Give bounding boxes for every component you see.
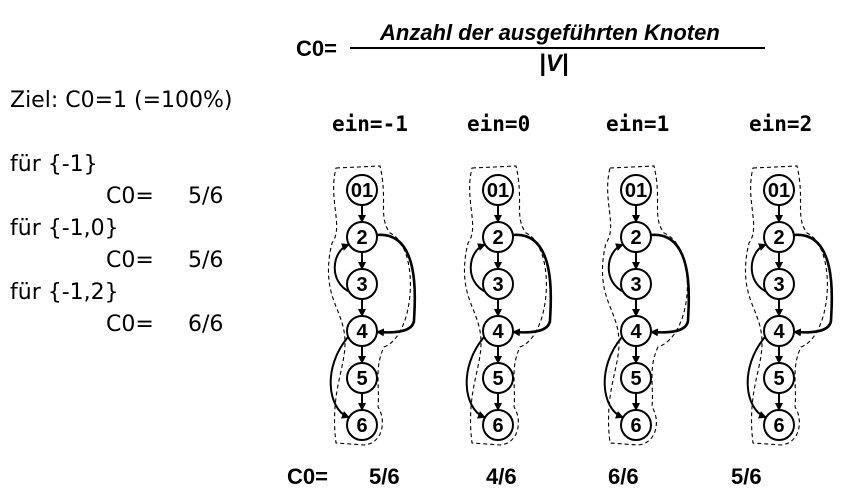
node-label: 4 bbox=[773, 321, 785, 343]
edge-2-4 bbox=[650, 233, 691, 337]
edge-3-2 bbox=[607, 243, 625, 293]
graph-2: 01 2 3 4 5 6 bbox=[463, 165, 553, 446]
edge-2-4 bbox=[512, 233, 553, 337]
node-label: 3 bbox=[492, 274, 503, 296]
node-2: 2 bbox=[620, 221, 652, 253]
node-label: 6 bbox=[356, 415, 367, 437]
coverage-outline bbox=[601, 165, 688, 446]
formula-denominator: |V| bbox=[539, 50, 569, 77]
node-3: 3 bbox=[482, 268, 514, 300]
bottom-c0-label: C0= bbox=[287, 464, 328, 489]
coverage-outline bbox=[463, 165, 547, 446]
node-label: 6 bbox=[492, 415, 503, 437]
node-label: 5 bbox=[492, 368, 503, 390]
node-label: 2 bbox=[492, 227, 503, 249]
node-label: 6 bbox=[630, 415, 641, 437]
node-4: 4 bbox=[763, 315, 795, 347]
formula-fraction-bar bbox=[350, 47, 765, 49]
node-label: 3 bbox=[773, 274, 784, 296]
node-4: 4 bbox=[620, 315, 652, 347]
node-01: 01 bbox=[482, 174, 514, 206]
node-label: 5 bbox=[356, 368, 367, 390]
node-label: 01 bbox=[625, 180, 647, 202]
node-label: 4 bbox=[630, 321, 642, 343]
set-value-2: 5/6 bbox=[188, 248, 224, 273]
node-label: 3 bbox=[356, 274, 367, 296]
node-2: 2 bbox=[346, 221, 378, 253]
set-label-1: für {-1} bbox=[10, 152, 98, 177]
set-label-2: für {-1,0} bbox=[10, 216, 119, 241]
node-4: 4 bbox=[482, 315, 514, 347]
edge-4-6 bbox=[329, 336, 350, 419]
edge-4-6 bbox=[746, 336, 767, 419]
graph-input-label-4: ein=2 bbox=[749, 112, 813, 136]
node-label: 01 bbox=[768, 180, 790, 202]
node-3: 3 bbox=[346, 268, 378, 300]
node-2: 2 bbox=[763, 221, 795, 253]
node-6: 6 bbox=[482, 409, 514, 441]
node-label: 01 bbox=[351, 180, 373, 202]
set-c0-label-2: C0= bbox=[106, 248, 154, 273]
node-6: 6 bbox=[763, 409, 795, 441]
edge-3-2 bbox=[750, 243, 768, 293]
node-label: 2 bbox=[773, 227, 784, 249]
coverage-outline bbox=[744, 165, 828, 446]
node-2: 2 bbox=[482, 221, 514, 253]
graph-1: 01 2 3 4 5 6 bbox=[327, 165, 417, 446]
graph-input-label-1: ein=-1 bbox=[332, 112, 408, 136]
node-label: 2 bbox=[356, 227, 367, 249]
node-4: 4 bbox=[346, 315, 378, 347]
set-value-1: 5/6 bbox=[188, 184, 224, 209]
node-5: 5 bbox=[482, 362, 514, 394]
node-label: 01 bbox=[487, 180, 509, 202]
graph-result-3: 6/6 bbox=[608, 464, 639, 489]
graph-result-2: 4/6 bbox=[486, 464, 517, 489]
coverage-outline bbox=[327, 165, 411, 446]
node-01: 01 bbox=[763, 174, 795, 206]
formula-numerator: Anzahl der ausgeführten Knoten bbox=[380, 20, 720, 45]
node-label: 2 bbox=[630, 227, 641, 249]
node-01: 01 bbox=[620, 174, 652, 206]
goal-text: Ziel: C0=1 (=100%) bbox=[10, 88, 233, 113]
node-01: 01 bbox=[346, 174, 378, 206]
set-value-3: 6/6 bbox=[188, 312, 224, 337]
node-label: 6 bbox=[773, 415, 784, 437]
node-label: 3 bbox=[630, 274, 641, 296]
edge-4-6 bbox=[465, 336, 486, 419]
graph-input-label-2: ein=0 bbox=[467, 112, 531, 136]
node-label: 5 bbox=[630, 368, 641, 390]
graph-result-4: 5/6 bbox=[731, 464, 762, 489]
graph-input-label-3: ein=1 bbox=[606, 112, 670, 136]
set-c0-label-1: C0= bbox=[106, 184, 154, 209]
edge-2-4 bbox=[376, 233, 417, 337]
formula-lhs: C0= bbox=[296, 36, 337, 61]
set-label-3: für {-1,2} bbox=[10, 280, 119, 305]
node-5: 5 bbox=[620, 362, 652, 394]
edge-2-4 bbox=[793, 233, 834, 337]
node-3: 3 bbox=[620, 268, 652, 300]
node-6: 6 bbox=[620, 409, 652, 441]
graph-4: 01 2 3 4 5 6 bbox=[744, 165, 834, 446]
node-6: 6 bbox=[346, 409, 378, 441]
node-label: 4 bbox=[356, 321, 368, 343]
node-3: 3 bbox=[763, 268, 795, 300]
edge-3-2 bbox=[333, 243, 351, 293]
node-label: 4 bbox=[492, 321, 504, 343]
node-label: 5 bbox=[773, 368, 784, 390]
edge-3-2 bbox=[469, 243, 487, 293]
node-5: 5 bbox=[346, 362, 378, 394]
node-5: 5 bbox=[763, 362, 795, 394]
graph-3: 01 2 3 4 5 6 bbox=[601, 165, 691, 446]
set-c0-label-3: C0= bbox=[106, 312, 154, 337]
graph-result-1: 5/6 bbox=[369, 464, 400, 489]
edge-4-6 bbox=[603, 336, 624, 419]
